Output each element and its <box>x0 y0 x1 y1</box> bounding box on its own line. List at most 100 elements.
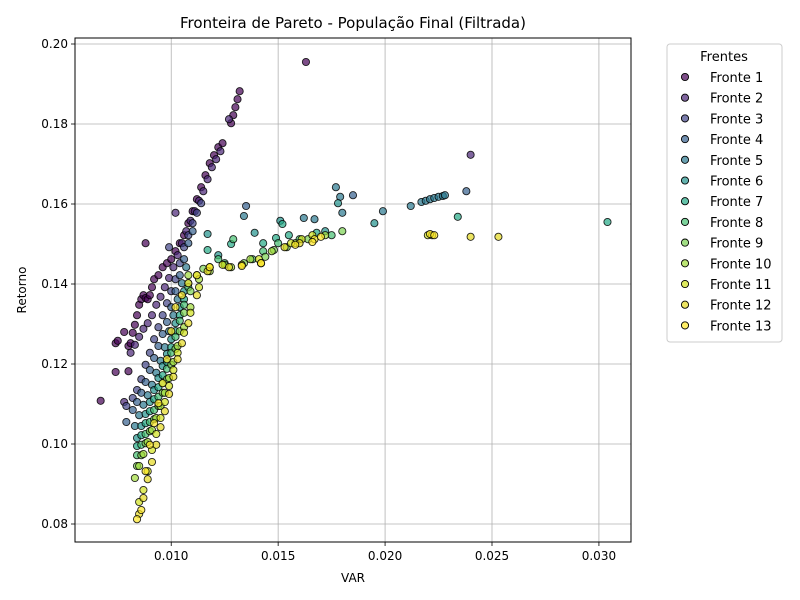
data-point <box>259 239 268 248</box>
series-13 <box>132 229 439 524</box>
data-point <box>310 215 319 224</box>
data-point <box>175 316 184 325</box>
data-point <box>197 199 206 208</box>
data-point <box>175 271 184 280</box>
data-point <box>182 263 191 272</box>
legend-marker <box>680 279 690 289</box>
legend-label: Fronte 1 <box>710 71 763 86</box>
data-point <box>171 208 180 217</box>
data-point <box>160 397 169 407</box>
legend-marker <box>680 217 690 226</box>
data-point <box>224 115 234 124</box>
data-point <box>494 232 503 241</box>
data-point <box>139 324 148 333</box>
data-point <box>160 283 169 292</box>
data-point <box>122 401 131 411</box>
data-point <box>274 239 283 248</box>
data-point <box>188 219 197 228</box>
data-point <box>207 163 216 172</box>
data-point <box>199 187 208 196</box>
data-point <box>239 211 248 221</box>
x-axis-label: VAR <box>341 571 365 585</box>
y-tick-label: 0.20 <box>41 37 68 51</box>
data-point <box>229 235 238 244</box>
data-point <box>194 283 204 292</box>
data-point <box>333 199 343 208</box>
data-point <box>171 332 180 341</box>
data-point <box>141 360 150 369</box>
data-point <box>466 232 475 241</box>
data-point <box>173 251 182 260</box>
data-point <box>180 328 189 337</box>
data-point <box>143 319 152 328</box>
legend-item: Fronte 6 <box>680 175 763 190</box>
data-point <box>291 240 300 249</box>
data-point <box>453 212 462 221</box>
data-point <box>224 263 234 272</box>
data-point <box>192 291 201 300</box>
legend-item: Fronte 2 <box>680 92 763 107</box>
y-tick-label: 0.10 <box>41 437 68 451</box>
data-point <box>128 405 137 415</box>
data-point <box>132 515 142 524</box>
x-tick-label: 0.020 <box>368 549 402 563</box>
data-point <box>147 311 157 320</box>
legend-title: Frentes <box>700 50 748 65</box>
legend-label: Fronte 7 <box>710 195 763 210</box>
data-point <box>301 57 311 67</box>
data-point <box>186 287 195 296</box>
data-point <box>280 243 289 252</box>
legend-label: Fronte 5 <box>710 154 763 169</box>
data-point <box>180 255 189 264</box>
data-point <box>156 413 165 423</box>
x-tick-label: 0.015 <box>261 549 295 563</box>
legend-item: Fronte 5 <box>680 154 763 169</box>
data-point <box>237 261 246 271</box>
data-point <box>130 340 139 349</box>
data-point <box>141 239 150 248</box>
data-point <box>143 391 152 400</box>
data-point <box>235 87 244 96</box>
data-point <box>135 461 144 471</box>
data-point <box>147 457 157 467</box>
data-point <box>188 227 197 236</box>
data-point <box>145 291 154 300</box>
data-point <box>143 475 152 484</box>
data-point <box>214 255 223 264</box>
data-point <box>162 317 171 327</box>
legend-marker <box>680 300 690 309</box>
data-point <box>141 467 150 476</box>
y-tick-label: 0.14 <box>41 277 68 291</box>
legend-marker <box>680 135 690 144</box>
legend-item: Fronte 4 <box>680 133 763 148</box>
data-point <box>466 150 475 159</box>
data-point <box>145 440 154 449</box>
data-point <box>212 155 221 164</box>
legend-item: Fronte 12 <box>680 299 772 314</box>
data-point <box>406 201 415 211</box>
data-point <box>169 365 178 375</box>
legend-item: Fronte 8 <box>680 216 763 231</box>
data-point <box>165 273 174 283</box>
data-point <box>246 255 255 264</box>
data-point <box>370 219 379 228</box>
data-point <box>603 217 612 227</box>
data-point <box>184 319 193 328</box>
x-tick-label: 0.030 <box>582 549 616 563</box>
legend-label: Fronte 8 <box>710 216 763 231</box>
data-point <box>308 237 317 247</box>
data-point <box>145 348 154 357</box>
data-point <box>111 367 120 377</box>
data-point <box>231 103 240 112</box>
data-point <box>96 396 105 405</box>
data-point <box>154 341 163 351</box>
legend-item: Fronte 10 <box>680 257 772 272</box>
data-point <box>184 279 193 288</box>
chart-title: Fronteira de Pareto - População Final (F… <box>180 14 526 32</box>
data-point <box>171 287 180 296</box>
data-point <box>139 449 148 459</box>
data-point <box>250 228 259 237</box>
data-point <box>130 473 139 483</box>
legend-item: Fronte 13 <box>680 319 772 334</box>
data-point <box>177 291 186 300</box>
